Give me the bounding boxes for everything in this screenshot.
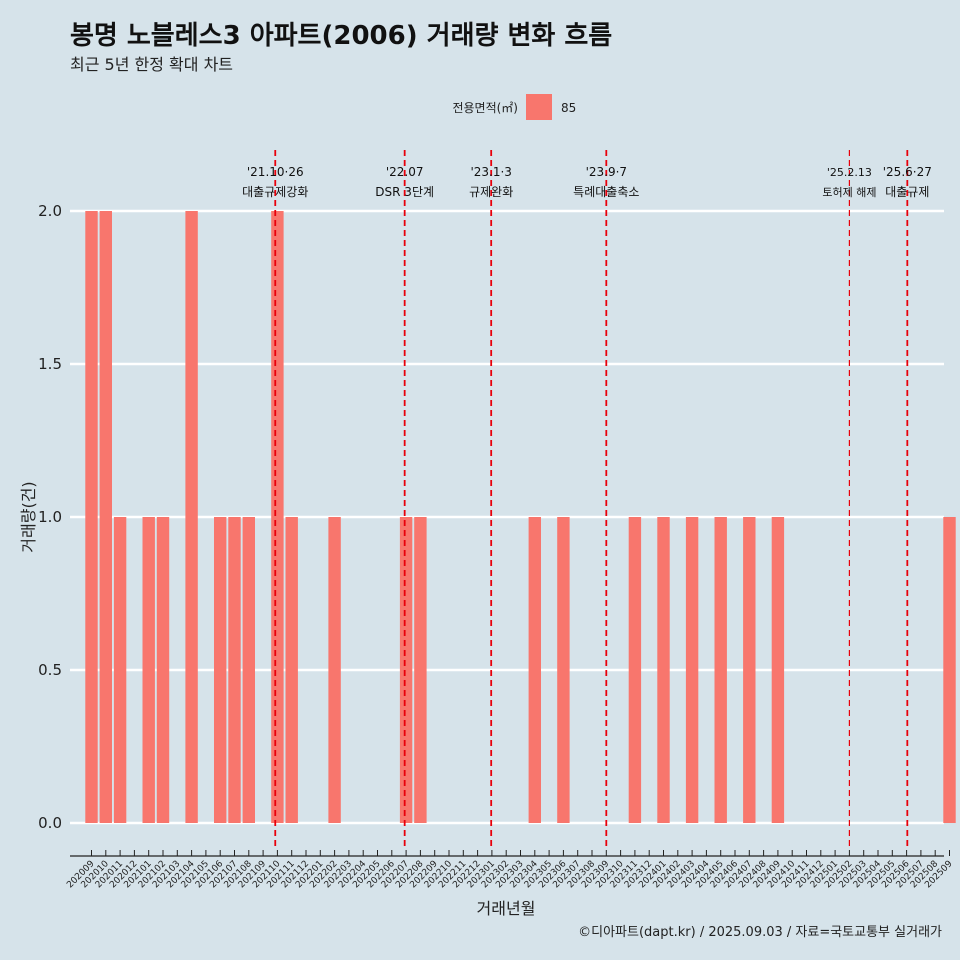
event-label: 대출규제강화 bbox=[242, 185, 308, 199]
bar bbox=[414, 517, 427, 823]
bar bbox=[714, 517, 727, 823]
bar bbox=[657, 517, 670, 823]
event-date: '25.2.13 bbox=[827, 166, 872, 179]
bar bbox=[685, 517, 699, 823]
event-date: '23.1·3 bbox=[470, 165, 511, 179]
event-layer: '21.10·26 대출규제강화 '22.07 DSR 3단계 '23.1·3 규제완화 '… bbox=[242, 150, 932, 850]
bar bbox=[328, 517, 341, 823]
bar bbox=[214, 517, 227, 823]
event-date: '23.9·7 bbox=[586, 165, 627, 179]
bar bbox=[156, 517, 170, 823]
legend: 전용면적(㎡) 85 bbox=[452, 94, 576, 120]
bar bbox=[185, 211, 198, 823]
bar bbox=[557, 517, 570, 823]
y-tick-label: 0.5 bbox=[38, 661, 62, 679]
legend-swatch bbox=[526, 94, 552, 120]
y-tick-label: 1.0 bbox=[38, 508, 62, 526]
chart-title: 봉명 노블레스3 아파트(2006) 거래량 변화 흐름 bbox=[70, 21, 612, 51]
event-label: 토허제 해제 bbox=[822, 185, 876, 199]
bar bbox=[943, 517, 956, 823]
x-axis-label: 거래년월 bbox=[477, 899, 536, 918]
bar bbox=[113, 517, 127, 823]
bar bbox=[99, 211, 112, 823]
y-tick-label: 2.0 bbox=[38, 202, 62, 220]
event-label: 규제완화 bbox=[469, 185, 513, 199]
axis-layer: 0.00.51.01.52.02020092020102020112020122… bbox=[38, 202, 955, 890]
y-tick-label: 1.5 bbox=[38, 355, 62, 373]
y-axis-label: 거래량(건) bbox=[19, 481, 38, 552]
bar bbox=[271, 211, 284, 823]
caption: ©디아파트(dapt.kr) / 2025.09.03 / 자료=국토교통부 실… bbox=[578, 925, 942, 940]
bar bbox=[628, 517, 642, 823]
event-label: 대출규제 bbox=[885, 185, 929, 199]
bar bbox=[285, 517, 298, 823]
bar bbox=[85, 211, 98, 823]
event-date: '22.07 bbox=[386, 165, 424, 179]
legend-label: 85 bbox=[561, 101, 576, 115]
bar bbox=[399, 517, 413, 823]
legend-title: 전용면적(㎡) bbox=[452, 101, 518, 115]
event-label: DSR 3단계 bbox=[375, 185, 434, 199]
event-label: 특례대출축소 bbox=[573, 185, 639, 199]
event-date: '21.10·26 bbox=[247, 165, 304, 179]
chart-subtitle: 최근 5년 한정 확대 차트 bbox=[70, 55, 233, 74]
bar bbox=[142, 517, 155, 823]
grid-layer bbox=[70, 209, 944, 825]
bar bbox=[528, 517, 541, 823]
bar bbox=[771, 517, 785, 823]
bar-layer bbox=[85, 211, 956, 823]
bar bbox=[228, 517, 241, 823]
bar bbox=[743, 517, 756, 823]
bar bbox=[242, 517, 255, 823]
event-date: '25.6·27 bbox=[883, 165, 932, 179]
y-tick-label: 0.0 bbox=[38, 814, 62, 832]
